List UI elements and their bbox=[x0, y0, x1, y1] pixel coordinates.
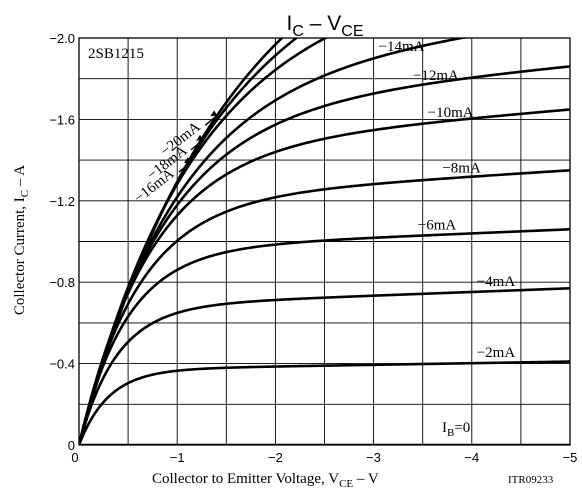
curve-label-arrow bbox=[210, 110, 218, 117]
chart-title: IC – VCE bbox=[287, 12, 364, 40]
curve-labels: IB=0−2mA−4mA−6mA−8mA−10mA−12mA−14mA−16mA… bbox=[131, 39, 515, 439]
curve-label-arrow bbox=[183, 157, 191, 164]
curve-label: −12mA bbox=[413, 68, 459, 84]
curve-ib-8mA bbox=[79, 169, 570, 445]
curve-ib-2mA bbox=[79, 360, 570, 445]
y-tick-label: −1.2 bbox=[49, 194, 75, 209]
curve-ib-14mA bbox=[79, 38, 469, 445]
x-axis-label: Collector to Emitter Voltage, VCE – V bbox=[152, 471, 379, 490]
curve-label-ib0: IB=0 bbox=[442, 420, 470, 439]
curve-label-leader bbox=[204, 114, 218, 126]
y-tick-label: −0.4 bbox=[49, 357, 75, 372]
curve-label: −6mA bbox=[418, 218, 457, 234]
x-tick-label: −1 bbox=[170, 450, 185, 465]
curve-label-leader bbox=[190, 139, 204, 151]
x-tick-label: −3 bbox=[366, 450, 381, 465]
curve-ib-4mA bbox=[79, 287, 570, 445]
y-tick-labels: 0 −0.4 −0.8 −1.2 −1.6 −2.0 bbox=[49, 31, 75, 453]
curve-ib-12mA bbox=[79, 65, 570, 445]
y-tick-label: −1.6 bbox=[49, 112, 75, 127]
y-tick-label: −2.0 bbox=[49, 31, 75, 46]
x-tick-label: −2 bbox=[268, 450, 283, 465]
curve-label-arrow bbox=[196, 134, 204, 141]
x-tick-labels: 0 −1 −2 −3 −4 −5 bbox=[71, 450, 577, 465]
document-code: ITR09233 bbox=[508, 474, 554, 486]
curve-ib-6mA bbox=[79, 228, 570, 445]
curve-label: −8mA bbox=[442, 161, 481, 177]
y-tick-label: −0.8 bbox=[49, 275, 75, 290]
curve-label: −2mA bbox=[477, 345, 516, 361]
x-tick-label: 0 bbox=[71, 450, 78, 465]
y-tick-label: 0 bbox=[68, 438, 75, 453]
curve-label: −14mA bbox=[379, 39, 425, 55]
curve-label: −10mA bbox=[428, 105, 474, 121]
y-axis-label: Collector Current, IC – A bbox=[12, 165, 31, 315]
part-number: 2SB1215 bbox=[88, 46, 144, 62]
curve-ib-20mA bbox=[79, 38, 284, 445]
x-tick-label: −5 bbox=[563, 450, 578, 465]
curve-ib-10mA bbox=[79, 108, 570, 445]
curve-label-leader bbox=[178, 161, 192, 173]
x-tick-label: −4 bbox=[464, 450, 479, 465]
curve-label: −4mA bbox=[477, 274, 516, 290]
curves bbox=[79, 38, 570, 445]
